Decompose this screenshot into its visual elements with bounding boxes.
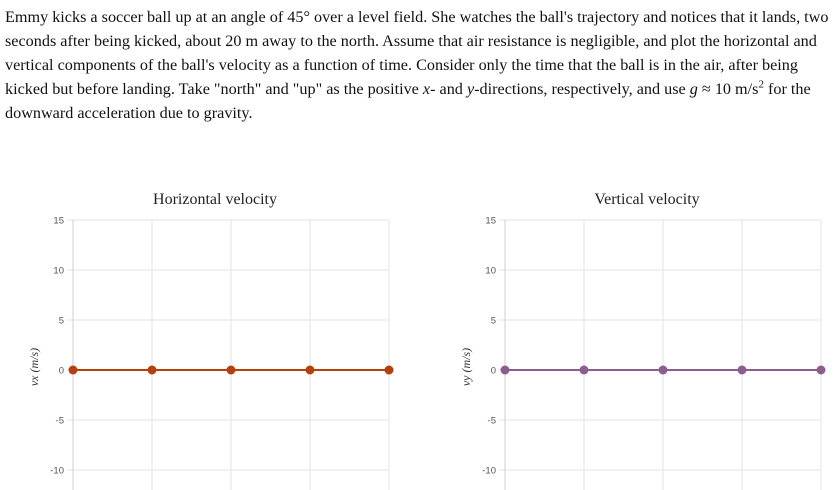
horizontal-velocity-chart[interactable]: Horizontal velocity vx (m/s) 15 10 5 0 -5 -10 [0, 180, 419, 490]
data-point[interactable] [68, 365, 78, 375]
y-tick-label: 0 [59, 366, 64, 377]
problem-text-3: -directions, respectively, and use [474, 80, 690, 98]
y-tick-label: 15 [53, 216, 64, 227]
data-point[interactable] [226, 365, 236, 375]
y-axis-label: vx (m/s) [27, 348, 41, 386]
plot-area[interactable]: 15 10 5 0 -5 -10 [50, 216, 394, 490]
chart-title: Horizontal velocity [153, 191, 277, 208]
vertical-velocity-chart[interactable]: Vertical velocity vy (m/s) 15 10 5 0 -5 -10 [432, 180, 838, 490]
data-point[interactable] [384, 365, 394, 375]
y-tick-label: 10 [53, 266, 64, 277]
plot-area[interactable]: 15 10 5 0 -5 -10 [482, 216, 826, 490]
y-tick-label: -5 [56, 416, 64, 427]
y-tick-label: -10 [50, 466, 64, 477]
problem-text-5: for the downward acceleration due to gra… [5, 80, 811, 122]
chart-title: Vertical velocity [594, 191, 699, 208]
data-point[interactable] [305, 365, 315, 375]
g-variable: g [689, 80, 698, 98]
data-point[interactable] [500, 365, 510, 375]
y-tick-label: -5 [488, 416, 496, 427]
problem-text-4: ≈ 10 m/s [697, 80, 759, 98]
problem-statement: Emmy kicks a soccer ball up at an angle … [5, 5, 833, 125]
data-point[interactable] [737, 365, 747, 375]
y-axis-label: vy (m/s) [459, 348, 473, 386]
y-tick-label: 0 [491, 366, 496, 377]
y-tick-label: 15 [485, 216, 496, 227]
y-tick-label: 5 [59, 316, 64, 327]
data-point[interactable] [147, 365, 157, 375]
exponent: 2 [758, 78, 764, 91]
x-variable: x [422, 80, 431, 98]
data-point[interactable] [658, 365, 668, 375]
data-point[interactable] [816, 365, 826, 375]
y-tick-label: 10 [485, 266, 496, 277]
problem-text-2: - and [430, 80, 467, 98]
y-variable: y [466, 80, 475, 98]
y-tick-label: -10 [482, 466, 496, 477]
data-point[interactable] [579, 365, 589, 375]
problem-text-1: Emmy kicks a soccer ball up at an angle … [5, 8, 829, 98]
y-tick-label: 5 [491, 316, 496, 327]
